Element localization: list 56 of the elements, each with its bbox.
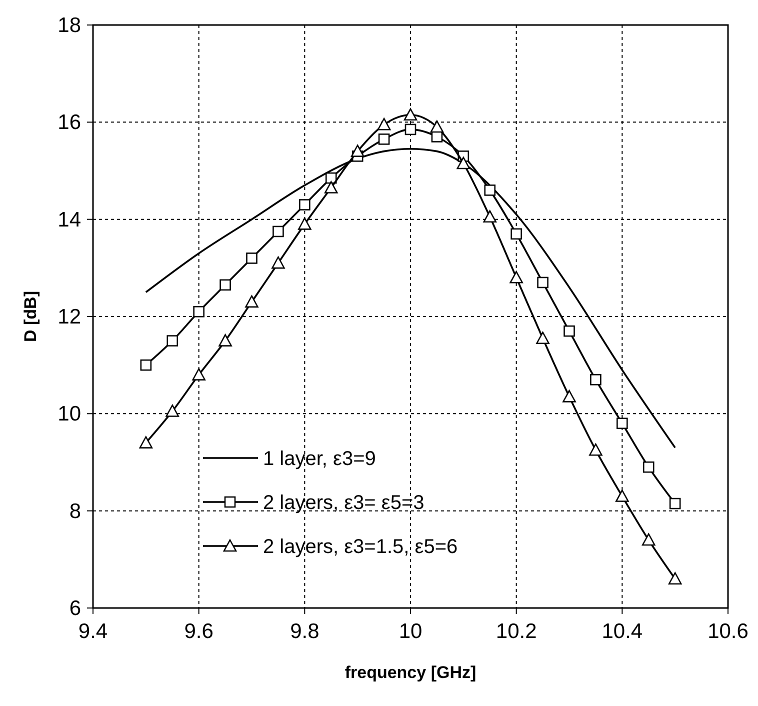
y-tick-label: 18 xyxy=(58,14,81,37)
point xyxy=(298,218,312,230)
x-tick-label: 10 xyxy=(398,620,422,643)
y-tick-label: 10 xyxy=(58,402,81,426)
point xyxy=(272,256,285,269)
point xyxy=(350,144,364,157)
x-tick-label: 10.2 xyxy=(496,620,537,643)
x-tick-label: 9.6 xyxy=(184,620,214,643)
point xyxy=(220,279,231,291)
point xyxy=(564,325,575,337)
point xyxy=(510,270,523,284)
point xyxy=(589,443,602,456)
x-tick-label: 9.8 xyxy=(290,620,320,643)
point xyxy=(669,498,681,510)
point xyxy=(166,404,180,417)
point xyxy=(404,124,416,136)
point xyxy=(218,334,232,346)
point xyxy=(140,359,152,371)
point xyxy=(668,572,682,584)
point xyxy=(430,120,444,133)
point xyxy=(377,118,391,130)
point xyxy=(272,226,284,238)
legend-label: 2 layers, ε3=1.5, ε5=6 xyxy=(263,536,458,558)
point xyxy=(562,390,576,402)
point xyxy=(378,134,390,145)
point xyxy=(324,181,338,194)
point xyxy=(590,374,602,386)
y-tick-label: 16 xyxy=(58,111,81,134)
point xyxy=(510,228,522,240)
point xyxy=(246,252,258,264)
y-tick-label: 14 xyxy=(58,208,82,232)
y-axis-title: D [dB] xyxy=(21,291,40,342)
y-tick-label: 6 xyxy=(69,597,81,620)
point xyxy=(537,276,548,288)
point xyxy=(245,295,258,308)
point xyxy=(484,184,496,196)
x-tick-label: 9.4 xyxy=(78,620,108,643)
point xyxy=(616,490,629,502)
point xyxy=(299,199,310,210)
point xyxy=(166,335,178,346)
point xyxy=(404,108,418,121)
point xyxy=(536,332,550,344)
legend-label: 1 layer, ε3=9 xyxy=(263,448,376,470)
point xyxy=(642,533,656,546)
x-tick-label: 10.4 xyxy=(602,620,643,643)
y-tick-label: 8 xyxy=(69,500,81,523)
legend-label: 2 layers, ε3= ε5=3 xyxy=(263,492,424,514)
y-tick-label: 12 xyxy=(58,306,81,328)
point xyxy=(483,210,497,223)
x-tick-label: 10.6 xyxy=(708,620,748,643)
x-axis-title: frequency [GHz] xyxy=(344,663,476,682)
point xyxy=(139,436,153,448)
point xyxy=(616,418,628,430)
point xyxy=(642,461,654,473)
point xyxy=(192,368,206,380)
point xyxy=(193,306,204,318)
